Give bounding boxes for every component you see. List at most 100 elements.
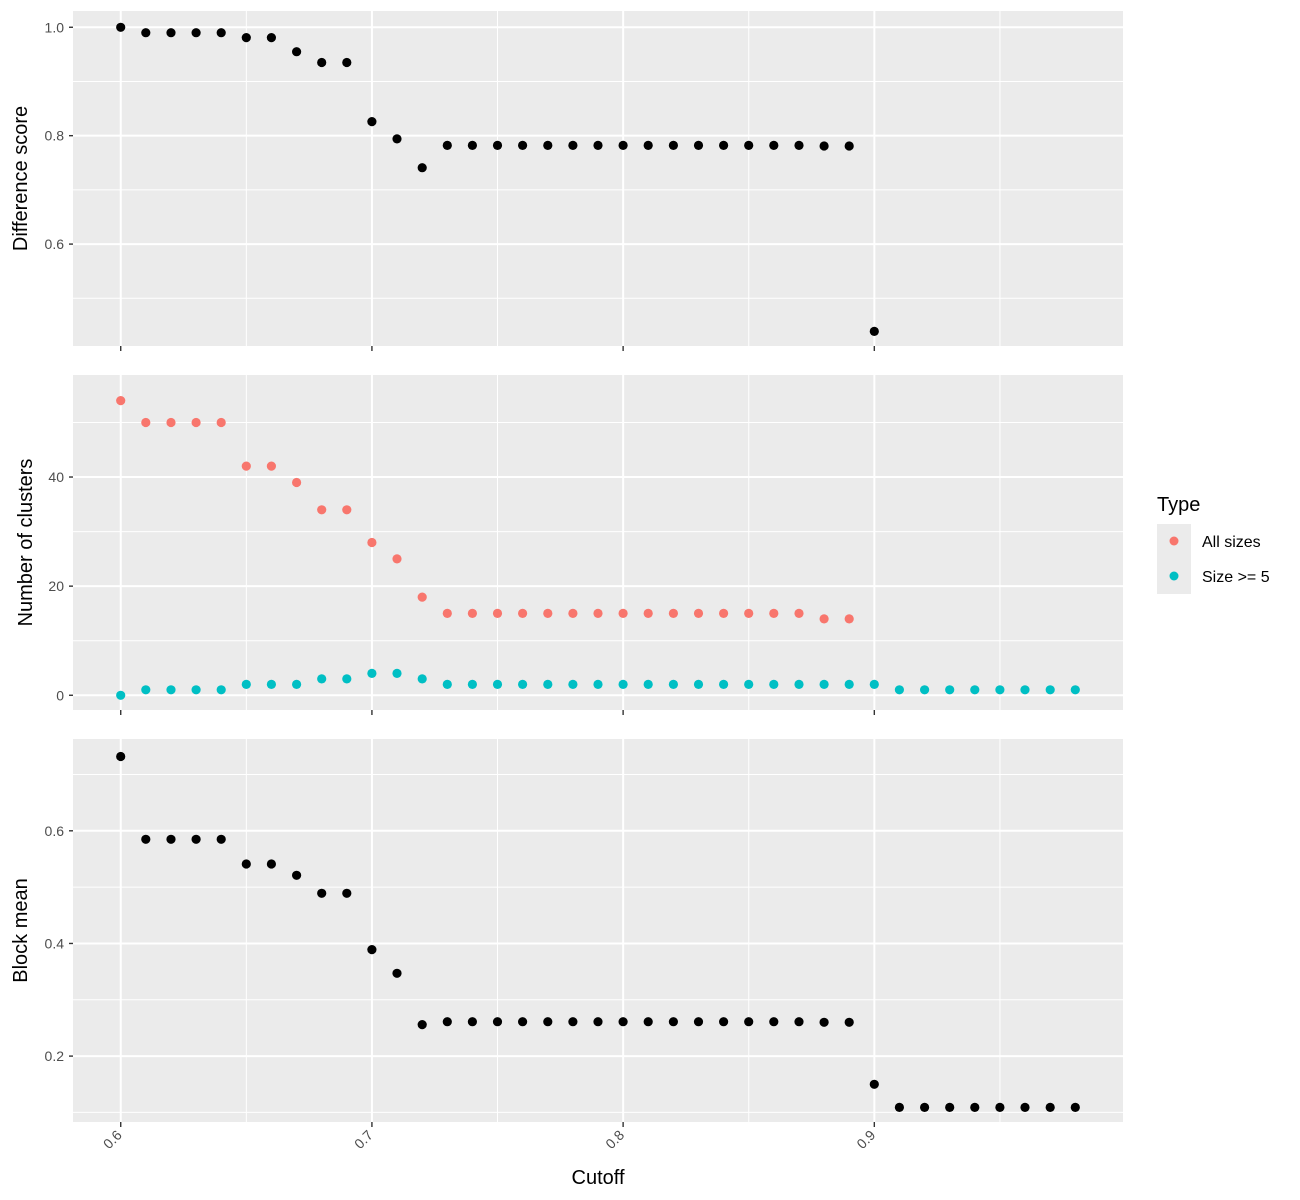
point-all-sizes bbox=[492, 608, 503, 619]
point-layer bbox=[116, 22, 879, 336]
y-axis-title: Difference score bbox=[10, 106, 32, 251]
data-point bbox=[719, 140, 729, 150]
point-all-sizes bbox=[417, 592, 427, 602]
data-point bbox=[668, 140, 679, 150]
data-point bbox=[769, 140, 779, 150]
point-size-5 bbox=[141, 685, 151, 695]
data-point bbox=[643, 1017, 653, 1027]
point-size-5 bbox=[266, 679, 276, 690]
panel-difference-score: 0.6 0.8 1.0 Difference score bbox=[10, 11, 1123, 351]
y-tick-label: 1.0 bbox=[45, 19, 65, 35]
data-point bbox=[116, 751, 126, 762]
point-all-sizes bbox=[116, 396, 126, 406]
point-all-sizes bbox=[819, 614, 829, 624]
point-all-sizes bbox=[568, 608, 578, 619]
x-axis bbox=[120, 710, 876, 715]
data-point bbox=[241, 33, 251, 43]
point-size-5 bbox=[819, 679, 829, 690]
point-size-5 bbox=[643, 679, 653, 690]
point-size-5 bbox=[191, 685, 201, 695]
data-point bbox=[568, 1017, 578, 1027]
point-all-sizes bbox=[744, 608, 754, 619]
point-size-5 bbox=[392, 668, 402, 679]
point-all-sizes bbox=[392, 554, 402, 564]
point-all-sizes bbox=[618, 608, 628, 619]
point-size-5 bbox=[342, 674, 352, 684]
data-point bbox=[241, 859, 251, 869]
data-point bbox=[266, 33, 276, 43]
point-all-sizes bbox=[367, 537, 377, 548]
point-size-5 bbox=[945, 685, 955, 695]
x-axis bbox=[120, 346, 876, 351]
point-all-sizes bbox=[794, 608, 804, 619]
y-tick-label: 20 bbox=[48, 578, 64, 594]
data-point bbox=[769, 1017, 779, 1027]
point-size-5 bbox=[1045, 685, 1055, 695]
point-all-sizes bbox=[844, 614, 854, 624]
point-all-sizes bbox=[518, 608, 528, 619]
point-size-5 bbox=[166, 685, 176, 695]
y-axis: 0 20 40 bbox=[48, 469, 73, 703]
point-size-5 bbox=[769, 679, 779, 690]
data-point bbox=[794, 140, 804, 150]
x-axis: 0.6 0.7 0.8 0.9 bbox=[100, 1122, 879, 1152]
data-point bbox=[317, 57, 327, 68]
point-all-sizes bbox=[593, 608, 603, 619]
data-point bbox=[543, 1017, 553, 1027]
panel-number-of-clusters: 0 20 40 Number of clusters bbox=[15, 375, 1123, 715]
y-tick-label: 40 bbox=[48, 469, 64, 485]
data-point bbox=[693, 140, 704, 150]
y-axis: 0.6 0.8 1.0 bbox=[45, 19, 73, 252]
data-point bbox=[216, 834, 226, 844]
point-all-sizes bbox=[216, 417, 226, 428]
point-size-5 bbox=[317, 674, 327, 684]
data-point bbox=[794, 1017, 804, 1027]
data-point bbox=[417, 1020, 427, 1030]
point-size-5 bbox=[744, 679, 754, 690]
point-size-5 bbox=[116, 690, 126, 700]
x-tick-label: 0.9 bbox=[853, 1127, 878, 1152]
panel-background bbox=[73, 11, 1123, 346]
data-point bbox=[869, 1079, 879, 1089]
data-point bbox=[166, 834, 176, 844]
data-point bbox=[266, 859, 276, 869]
point-size-5 bbox=[292, 679, 302, 690]
point-size-5 bbox=[794, 679, 804, 690]
data-point bbox=[970, 1102, 980, 1112]
data-point bbox=[819, 141, 829, 151]
data-point bbox=[518, 1017, 528, 1027]
data-point bbox=[618, 140, 628, 150]
y-tick-label: 0.6 bbox=[45, 236, 65, 252]
y-axis: 0.2 0.4 0.6 bbox=[45, 823, 73, 1064]
data-point bbox=[1045, 1102, 1055, 1112]
data-point bbox=[392, 134, 402, 144]
point-all-sizes bbox=[166, 417, 176, 428]
point-all-sizes bbox=[191, 417, 201, 428]
data-point bbox=[467, 1017, 477, 1027]
data-point bbox=[141, 28, 151, 38]
point-size-5 bbox=[367, 668, 377, 679]
point-all-sizes bbox=[292, 477, 302, 488]
data-point bbox=[317, 888, 327, 898]
y-tick-label: 0.8 bbox=[45, 128, 65, 144]
data-point bbox=[442, 1017, 452, 1027]
data-point bbox=[945, 1102, 955, 1112]
legend-key-all-sizes bbox=[1169, 536, 1179, 546]
data-point bbox=[492, 1017, 503, 1027]
point-size-5 bbox=[518, 679, 528, 690]
point-all-sizes bbox=[342, 505, 352, 515]
x-tick-label: 0.6 bbox=[100, 1127, 125, 1152]
point-all-sizes bbox=[317, 505, 327, 515]
data-point bbox=[618, 1017, 628, 1027]
data-point bbox=[116, 22, 126, 32]
x-axis-title: Cutoff bbox=[572, 1167, 625, 1189]
data-point bbox=[744, 1017, 754, 1027]
point-size-5 bbox=[241, 679, 251, 690]
point-size-5 bbox=[693, 679, 704, 690]
point-size-5 bbox=[568, 679, 578, 690]
point-all-sizes bbox=[693, 608, 704, 619]
y-tick-label: 0.2 bbox=[45, 1048, 65, 1064]
point-all-sizes bbox=[467, 608, 477, 619]
data-point bbox=[1070, 1102, 1080, 1112]
